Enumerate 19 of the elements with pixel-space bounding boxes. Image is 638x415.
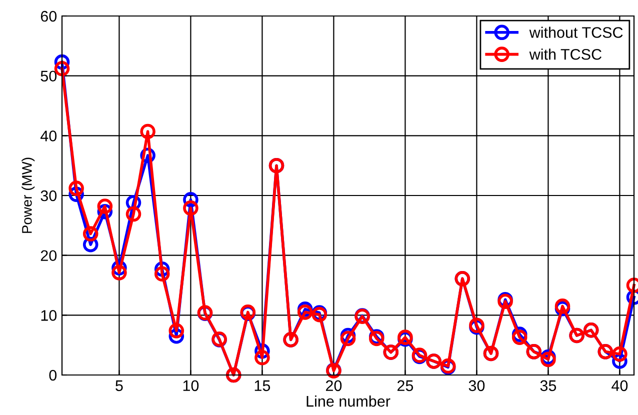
x-tick-label: 10 (183, 380, 199, 392)
y-tick-label: 30 (40, 190, 57, 202)
y-tick-label: 0 (49, 370, 57, 381)
legend-label: with TCSC (529, 48, 602, 60)
legend-label: without TCSC (529, 26, 623, 38)
x-tick-label: 25 (397, 380, 414, 392)
y-axis-title: Power (MW) (22, 158, 35, 233)
y-tick-label: 20 (40, 250, 57, 262)
y-tick-label: 60 (40, 10, 57, 22)
y-tick-label: 40 (40, 130, 57, 142)
y-tick-label: 50 (40, 70, 57, 82)
x-tick-label: 5 (116, 380, 123, 392)
x-tick-label: 20 (326, 380, 342, 392)
x-tick-label: 40 (612, 380, 628, 392)
y-tick-label: 10 (41, 310, 57, 321)
x-tick-label: 35 (540, 380, 556, 392)
x-axis-title: Line number (306, 395, 390, 407)
x-tick-label: 15 (254, 380, 270, 392)
x-tick-label: 30 (468, 380, 485, 392)
